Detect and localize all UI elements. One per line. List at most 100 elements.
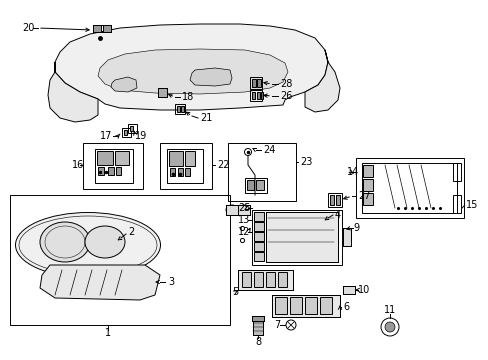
Text: 17: 17 [100,131,112,141]
Bar [10,195,229,325]
Bar [253,242,264,251]
Bar [265,272,274,287]
Bar [115,151,129,165]
Bar [95,149,133,183]
Bar [362,193,372,205]
Bar [225,205,238,215]
Bar [319,297,331,314]
Bar [329,195,333,205]
Bar [307,212,324,234]
Bar [93,25,111,32]
Bar [98,167,104,175]
Text: 3: 3 [168,277,174,287]
Bar [361,163,456,213]
Bar [452,195,460,213]
Bar [253,252,264,261]
Bar [178,168,183,176]
Bar [103,25,111,32]
Bar [184,151,195,166]
Bar [251,210,341,265]
Ellipse shape [40,222,90,262]
Text: 16: 16 [72,160,84,170]
Bar [271,295,339,317]
Ellipse shape [225,205,238,215]
Bar [244,178,266,193]
Bar [169,151,183,166]
Bar [93,25,101,32]
Polygon shape [98,49,287,94]
Text: 13: 13 [238,215,250,225]
Bar [305,297,316,314]
Bar [335,195,339,205]
Text: 15: 15 [465,200,477,210]
Bar [342,286,354,294]
Bar [97,151,113,165]
Polygon shape [48,62,98,122]
Ellipse shape [16,212,160,278]
Polygon shape [55,24,327,110]
Ellipse shape [85,226,125,258]
Bar [261,92,263,99]
Text: 6: 6 [342,302,348,312]
Bar [342,228,350,246]
Bar [249,77,262,89]
Bar [257,79,261,87]
Bar [128,124,137,133]
Bar [265,212,337,262]
Bar [227,143,295,201]
Polygon shape [111,77,137,92]
Bar [130,126,133,131]
Bar [170,168,175,176]
Text: 20: 20 [22,23,34,33]
Bar [253,232,264,241]
Text: 9: 9 [352,223,358,233]
Polygon shape [190,68,231,86]
Bar [309,214,314,232]
Text: 24: 24 [263,145,275,155]
Bar [327,193,341,207]
Text: 23: 23 [299,157,312,167]
Text: 8: 8 [254,337,261,347]
Ellipse shape [238,205,249,215]
Bar [265,212,337,262]
Bar [181,106,183,112]
Text: 12: 12 [238,227,250,237]
Text: 25: 25 [238,203,250,213]
Bar [271,295,339,317]
Polygon shape [40,265,160,300]
Bar [251,79,256,87]
Text: 2: 2 [128,227,134,237]
Bar [246,180,253,190]
Bar [274,297,286,314]
Bar [251,316,264,321]
Bar [452,163,460,181]
Bar [362,179,372,191]
Polygon shape [305,50,339,112]
Bar [355,158,463,218]
Text: 7: 7 [273,320,280,330]
Bar [253,272,263,287]
Bar [251,92,254,99]
Bar [251,316,264,321]
Bar [242,272,250,287]
Text: 10: 10 [357,285,369,295]
Bar [160,143,212,189]
Bar [158,88,167,97]
Text: 28: 28 [280,79,292,89]
Bar [238,205,249,215]
Text: 4: 4 [334,210,341,220]
Bar [116,167,121,175]
Bar [83,143,142,189]
Text: 14: 14 [346,167,359,177]
Bar [316,214,321,232]
Bar [256,180,264,190]
Text: 27: 27 [357,191,370,201]
Bar [249,90,262,101]
Text: 18: 18 [182,92,194,102]
Bar [362,165,372,177]
Bar [108,167,114,175]
Text: 26: 26 [280,91,292,101]
Text: 1: 1 [105,328,111,338]
Bar [184,168,190,176]
Bar [175,104,184,114]
